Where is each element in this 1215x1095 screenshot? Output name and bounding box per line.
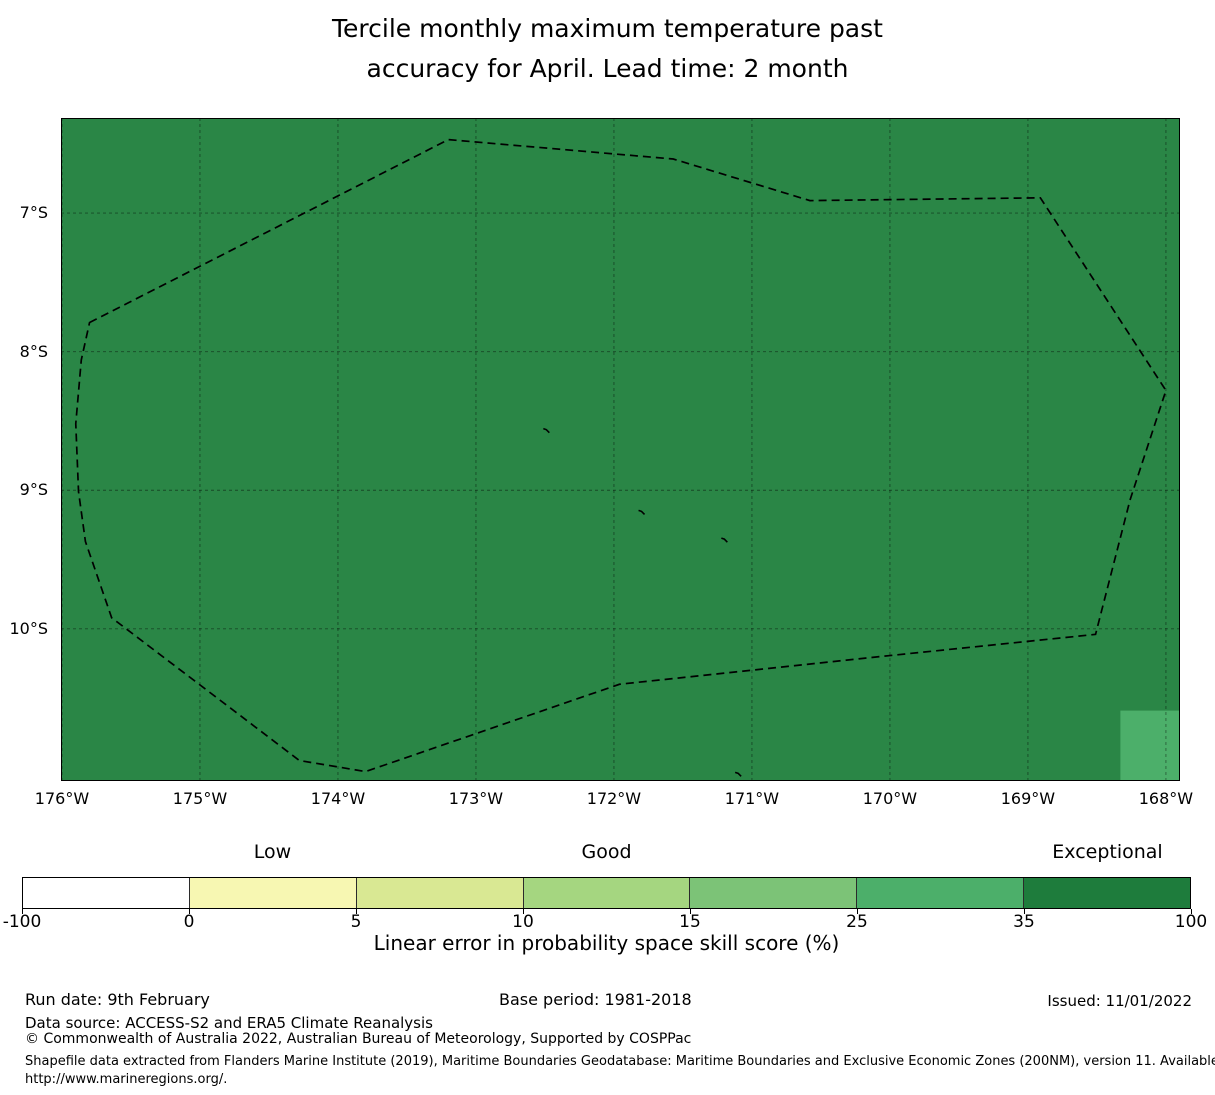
x-tick-label: 168°W — [1138, 789, 1194, 808]
colorbar-tick-label: 0 — [183, 912, 195, 932]
colorbar-segment — [690, 878, 858, 908]
island-mark — [734, 771, 742, 777]
colorbar-tick-label: 100 — [1174, 912, 1208, 932]
map-frame — [61, 118, 1180, 781]
colorbar-tick-label: 15 — [679, 912, 701, 932]
footer-copyright: © Commonwealth of Australia 2022, Austra… — [25, 1031, 692, 1047]
colorbar-tick-label: 5 — [350, 912, 362, 932]
colorbar-segment — [356, 878, 524, 908]
colorbar-segment — [523, 878, 691, 908]
map-fill — [61, 118, 1180, 781]
colorbar-tick-mark — [356, 909, 357, 914]
x-tick-label: 176°W — [34, 789, 90, 808]
y-tick-label: 10°S — [9, 618, 48, 638]
colorbar-segment — [1024, 878, 1191, 908]
x-tick-label: 170°W — [862, 789, 918, 808]
colorbar-tick-label: 35 — [1013, 912, 1035, 932]
colorbar-category-label: Low — [253, 841, 292, 863]
x-tick-label: 173°W — [448, 789, 504, 808]
colorbar-tick-mark — [1191, 909, 1192, 914]
colorbar-axis-label: Linear error in probability space skill … — [373, 931, 840, 955]
colorbar-segment — [857, 878, 1025, 908]
chart-title: Tercile monthly maximum temperature past… — [0, 9, 1215, 89]
chart-title-line-2: accuracy for April. Lead time: 2 month — [366, 54, 849, 83]
footer-data-source: Data source: ACCESS-S2 and ERA5 Climate … — [25, 1014, 433, 1032]
colorbar — [22, 877, 1191, 909]
colorbar-segment — [189, 878, 357, 908]
chart-title-line-1: Tercile monthly maximum temperature past — [332, 14, 883, 43]
x-tick-label: 172°W — [586, 789, 642, 808]
island-mark — [721, 537, 728, 543]
footer-shapefile-note: Shapefile data extracted from Flanders M… — [25, 1054, 1215, 1069]
map-plot — [61, 118, 1180, 781]
x-tick-label: 171°W — [724, 789, 780, 808]
y-tick-label: 9°S — [19, 480, 48, 500]
island-mark — [638, 509, 646, 515]
footer-base-period: Base period: 1981-2018 — [499, 990, 692, 1009]
x-tick-label: 174°W — [310, 789, 366, 808]
colorbar-tick-mark — [523, 909, 524, 914]
eez-boundary-line — [74, 138, 1167, 773]
x-tick-label: 175°W — [172, 789, 228, 808]
colorbar-tick-mark — [1024, 909, 1025, 914]
colorbar-tick-label: -100 — [2, 912, 42, 932]
colorbar-tick-mark — [22, 909, 23, 914]
colorbar-tick-label: 25 — [846, 912, 868, 932]
colorbar-category-label: Exceptional — [1052, 841, 1163, 863]
colorbar-category-label: Good — [581, 841, 632, 863]
y-tick-label: 7°S — [19, 203, 48, 223]
colorbar-tick-label: 10 — [512, 912, 534, 932]
colorbar-tick-mark — [189, 909, 190, 914]
colorbar-tick-mark — [690, 909, 691, 914]
x-tick-label: 169°W — [1000, 789, 1056, 808]
footer-shapefile-url: http://www.marineregions.org/. — [25, 1072, 228, 1087]
highlight-cell — [1120, 710, 1180, 781]
footer-run-date: Run date: 9th February — [25, 990, 210, 1009]
colorbar-tick-mark — [857, 909, 858, 914]
y-tick-label: 8°S — [19, 341, 48, 361]
island-mark — [543, 427, 550, 434]
colorbar-segment — [23, 878, 190, 908]
footer-issued-date: Issued: 11/01/2022 — [1047, 992, 1192, 1010]
